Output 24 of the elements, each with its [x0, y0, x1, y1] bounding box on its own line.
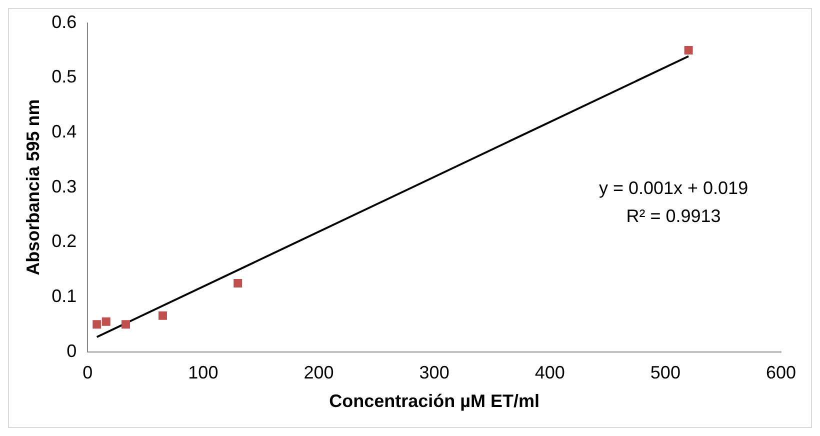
point [684, 46, 693, 54]
y-axis-title: Absorbancia 595 nm [22, 99, 43, 276]
y-tick-label: 0.5 [52, 66, 77, 87]
x-tick-label: 500 [650, 362, 680, 383]
point [234, 279, 242, 288]
y-tick-label: 0.6 [52, 12, 77, 32]
annotation: y = 0.001x + 0.019 [598, 178, 748, 198]
point [102, 317, 110, 326]
x-tick-label: 600 [766, 362, 796, 383]
y-tick-label: 0.2 [52, 231, 77, 252]
x-tick-label: 300 [419, 362, 450, 383]
y-tick-label: 0.3 [52, 176, 77, 196]
y-tick-label: 0 [66, 340, 77, 361]
annotation: R² = 0.9913 [626, 206, 721, 226]
point [122, 320, 130, 329]
x-axis-title: Concentración µM ET/ml [329, 391, 540, 412]
point [158, 311, 167, 320]
x-tick-label: 200 [304, 362, 334, 383]
x-tick-label: 0 [82, 362, 93, 383]
x-tick-label: 400 [534, 362, 565, 383]
x-tick-label: 100 [188, 362, 218, 383]
y-tick-label: 0.4 [52, 121, 77, 142]
y-tick-label: 0.1 [52, 286, 77, 306]
point [92, 320, 102, 329]
